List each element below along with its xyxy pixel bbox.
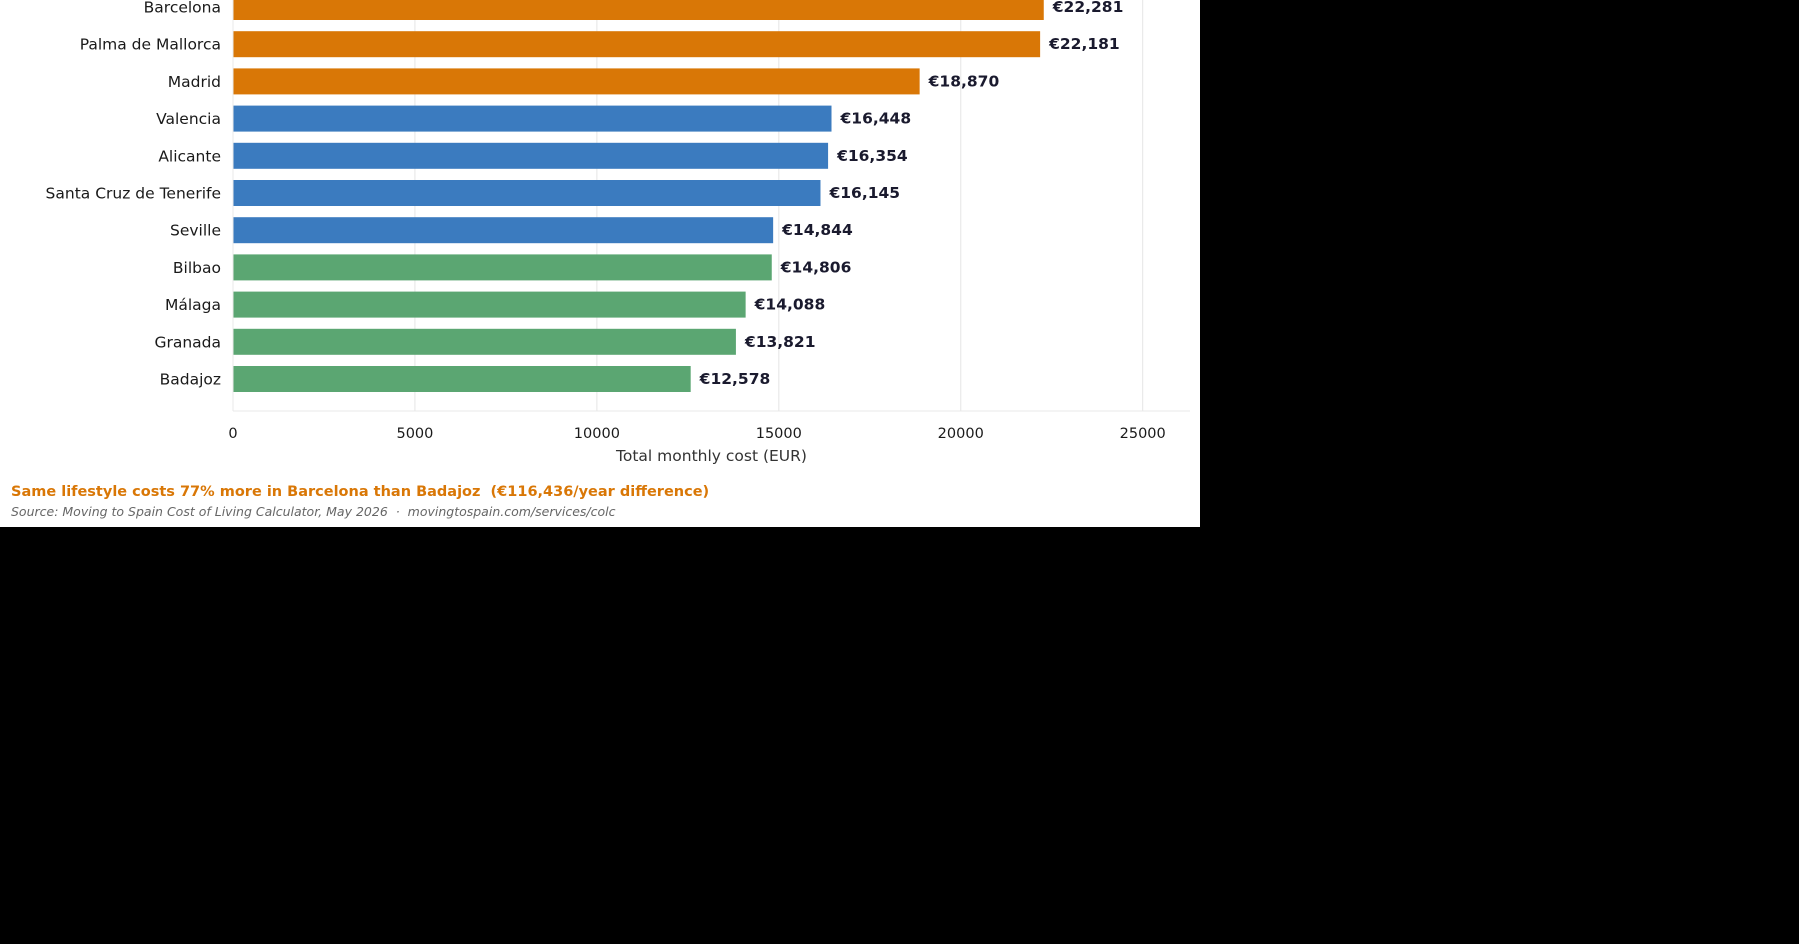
x-tick-label: 15000 (756, 426, 802, 442)
bar (233, 31, 1041, 58)
category-label: Málaga (165, 296, 221, 314)
category-label: Valencia (156, 110, 221, 128)
bar (233, 254, 772, 281)
bar (233, 142, 829, 169)
chart-panel: Barcelona €22,281 Palma de Mallorca €22,181… (0, 0, 1200, 527)
bar (233, 68, 920, 95)
bar (233, 328, 736, 355)
value-label: €12,578 (699, 370, 771, 388)
category-label: Granada (154, 333, 221, 351)
bars: Barcelona €22,281 Palma de Mallorca €22,181… (46, 0, 1124, 392)
category-label: Madrid (168, 73, 221, 91)
category-label: Palma de Mallorca (80, 36, 221, 54)
category-label: Barcelona (144, 0, 221, 17)
bar (233, 217, 774, 244)
x-tick-label: 25000 (1120, 426, 1166, 442)
value-label: €16,354 (836, 147, 908, 165)
bar (233, 0, 1044, 20)
value-label: €22,281 (1052, 0, 1124, 16)
x-tick-label: 10000 (574, 426, 620, 442)
bar (233, 291, 746, 318)
bar (233, 366, 691, 392)
x-axis: 0 5000 10000 15000 20000 25000 (228, 0, 1190, 442)
bar (233, 105, 832, 132)
x-tick-label: 0 (228, 426, 237, 442)
value-label: €16,448 (840, 110, 912, 128)
source-note: Source: Moving to Spain Cost of Living C… (11, 504, 616, 519)
headline-note: Same lifestyle costs 77% more in Barcelo… (11, 484, 710, 500)
value-label: €18,870 (928, 72, 1000, 90)
value-label: €14,088 (754, 296, 826, 314)
x-tick-label: 20000 (938, 426, 984, 442)
value-label: €16,145 (828, 184, 900, 202)
x-axis-title: Total monthly cost (EUR) (615, 447, 807, 465)
value-label: €14,844 (781, 221, 853, 239)
category-label: Badajoz (160, 371, 221, 389)
category-label: Seville (170, 222, 221, 240)
value-label: €14,806 (780, 258, 852, 276)
value-label: €13,821 (744, 333, 816, 351)
bar-chart: Barcelona €22,281 Palma de Mallorca €22,181… (46, 0, 1190, 465)
x-tick-label: 5000 (396, 426, 433, 442)
value-label: €22,181 (1048, 35, 1120, 53)
category-label: Bilbao (173, 259, 221, 277)
category-label: Santa Cruz de Tenerife (46, 185, 221, 203)
category-label: Alicante (158, 147, 221, 165)
bar (233, 180, 821, 206)
